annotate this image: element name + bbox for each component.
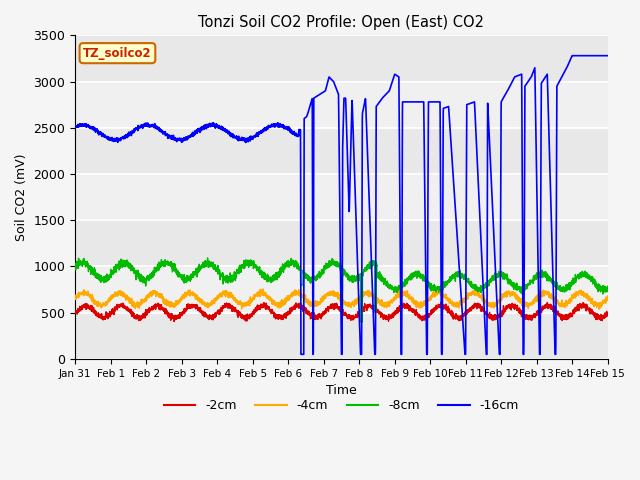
Bar [75,220,607,266]
Legend: -2cm, -4cm, -8cm, -16cm: -2cm, -4cm, -8cm, -16cm [159,395,524,418]
Y-axis label: Soil CO2 (mV): Soil CO2 (mV) [15,154,28,241]
Bar [75,312,607,359]
Bar [75,174,607,220]
Title: Tonzi Soil CO2 Profile: Open (East) CO2: Tonzi Soil CO2 Profile: Open (East) CO2 [198,15,484,30]
Text: TZ_soilco2: TZ_soilco2 [83,47,152,60]
Bar [75,266,607,312]
X-axis label: Time: Time [326,384,356,397]
Bar [75,82,607,128]
Bar [75,36,607,82]
Bar [75,128,607,174]
